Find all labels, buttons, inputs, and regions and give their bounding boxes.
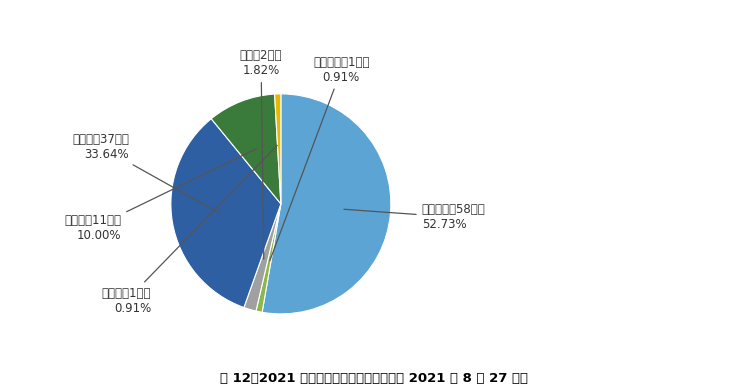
Wedge shape	[244, 204, 281, 311]
Wedge shape	[256, 204, 281, 312]
Text: 出国（境）1人，
0.91%: 出国（境）1人， 0.91%	[270, 56, 369, 261]
Text: 签订协议杕58人，
52.73%: 签订协议杕58人， 52.73%	[344, 203, 485, 231]
Text: 图 12：2021 届博士毕业生流向情况（截至 2021 年 8 月 27 日）: 图 12：2021 届博士毕业生流向情况（截至 2021 年 8 月 27 日）	[220, 372, 529, 385]
Wedge shape	[262, 94, 391, 314]
Text: 灵活就丗11人，
10.00%: 灵活就丗11人， 10.00%	[64, 149, 256, 242]
Text: 未就丗2人，
1.82%: 未就丗2人， 1.82%	[240, 49, 282, 259]
Wedge shape	[211, 94, 281, 204]
Wedge shape	[275, 94, 281, 204]
Text: 定向委埴37人，
33.64%: 定向委埴37人， 33.64%	[72, 133, 219, 213]
Text: 合同就丗1人，
0.91%: 合同就丗1人， 0.91%	[102, 145, 277, 315]
Wedge shape	[171, 119, 281, 307]
